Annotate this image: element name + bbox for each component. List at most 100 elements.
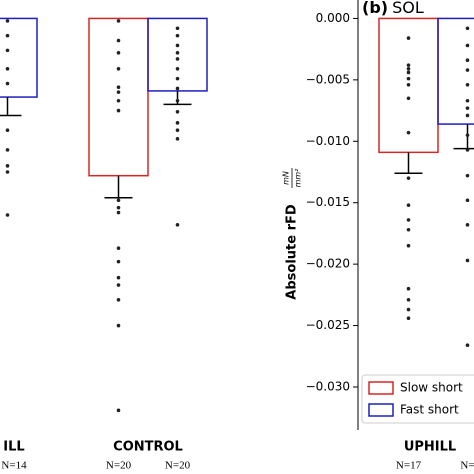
data-point: [406, 286, 411, 291]
legend-label: Fast short: [400, 403, 459, 417]
legend-swatch: [368, 403, 394, 417]
data-point: [465, 26, 470, 31]
data-point: [406, 316, 411, 321]
data-point: [116, 108, 121, 113]
data-point: [406, 227, 411, 232]
data-point: [465, 43, 470, 48]
data-point: [116, 323, 121, 328]
error-bar: [0, 97, 22, 117]
data-point: [175, 137, 180, 141]
data-point: [175, 33, 180, 38]
data-point: [5, 213, 10, 217]
y-tick-label: 0.000: [316, 11, 350, 25]
y-label-text: Absolute rFD: [285, 204, 300, 300]
data-point: [406, 203, 411, 207]
y-tick-label: −0.005: [306, 72, 350, 86]
data-point: [5, 148, 10, 152]
data-point: [175, 110, 180, 114]
data-point: [465, 148, 470, 152]
data-point: [116, 38, 121, 43]
data-point: [116, 90, 121, 94]
n-label: N=20: [165, 460, 191, 472]
legend-frame: [361, 374, 474, 424]
data-point: [116, 85, 121, 90]
x-tick-label: ILL: [3, 440, 24, 455]
data-point: [465, 173, 470, 178]
data-point: [406, 218, 411, 222]
data-point: [116, 19, 121, 23]
y-tick-label: −0.010: [306, 134, 350, 148]
legend-swatch: [368, 381, 394, 395]
data-point: [175, 57, 180, 61]
data-point: [5, 67, 10, 71]
data-point: [406, 76, 411, 81]
data-point: [465, 198, 470, 203]
y-tick-label: −0.030: [306, 380, 350, 394]
error-bar: [104, 175, 133, 199]
y-tick-label: −0.020: [306, 257, 350, 271]
panel-label: (b) SOL: [362, 0, 424, 17]
data-point: [175, 51, 180, 55]
data-point: [5, 164, 10, 168]
data-point: [175, 67, 180, 71]
data-point: [465, 133, 470, 137]
panel-letter: (b): [362, 0, 388, 17]
legend-label: Slow short: [400, 381, 463, 395]
data-point: [5, 81, 10, 86]
data-point: [116, 210, 121, 215]
bar: [0, 17, 38, 98]
y-axis-label: Absolute rFD mN mm²: [282, 168, 303, 300]
data-point: [465, 58, 470, 62]
data-point: [406, 130, 411, 135]
data-point: [406, 63, 411, 67]
data-point: [406, 96, 411, 101]
n-label: N=17: [396, 460, 422, 472]
y-tick-label: −0.025: [306, 318, 350, 332]
y-tick-label: −0.015: [306, 195, 350, 209]
data-point: [5, 33, 10, 38]
data-point: [116, 205, 121, 210]
data-point: [116, 283, 121, 287]
data-point: [175, 98, 180, 103]
data-point: [175, 26, 180, 31]
data-point: [406, 70, 411, 75]
data-point: [406, 297, 411, 302]
data-point: [465, 82, 470, 87]
data-point: [116, 51, 121, 55]
x-tick-label: UPHILL: [404, 440, 456, 455]
data-point: [175, 43, 180, 48]
data-point: [406, 36, 411, 40]
data-point: [465, 106, 470, 110]
data-point: [465, 343, 470, 348]
x-tick-label: CONTROL: [113, 440, 183, 455]
n-label: N=: [460, 460, 474, 472]
data-point: [116, 408, 121, 413]
data-point: [116, 198, 121, 203]
data-point: [465, 113, 470, 118]
data-point: [116, 297, 121, 302]
data-point: [175, 76, 180, 81]
error-bar: [453, 124, 474, 150]
data-point: [465, 258, 470, 263]
error-bar: [394, 152, 423, 174]
data-point: [116, 67, 121, 71]
panel-title: SOL: [392, 0, 424, 17]
y-label-unit-num: mN: [282, 171, 291, 185]
data-point: [175, 86, 180, 91]
data-point: [406, 67, 411, 71]
data-point: [116, 275, 121, 280]
y-label-unit-den: mm²: [294, 168, 303, 188]
data-point: [465, 98, 470, 103]
data-point: [5, 48, 10, 53]
data-point: [5, 170, 10, 174]
data-point: [175, 128, 180, 133]
data-point: [175, 121, 180, 125]
data-point: [116, 259, 121, 264]
data-point: [406, 176, 411, 180]
data-point: [5, 128, 10, 133]
n-label: N=20: [106, 460, 132, 472]
data-point: [465, 223, 470, 227]
data-point: [406, 243, 411, 248]
data-point: [116, 246, 121, 250]
